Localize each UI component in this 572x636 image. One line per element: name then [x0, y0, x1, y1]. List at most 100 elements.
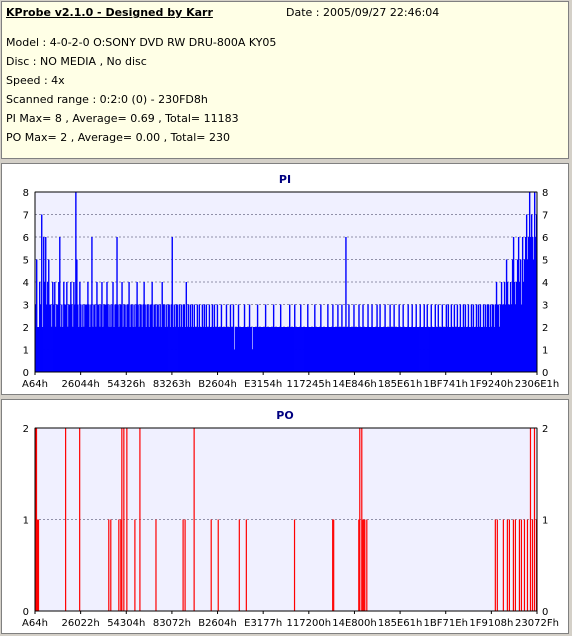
- pi-bar-290: [326, 327, 328, 372]
- po-chart-panel: PO 0 0 1 1 2 2 A64h 26022h 54304h 83072h B2604h E317…: [1, 399, 569, 634]
- pi-bar-401: [437, 304, 440, 372]
- pi-bar-429: [465, 327, 468, 372]
- y-tick-right-8: 8: [542, 188, 548, 199]
- pi-bar-477: [513, 282, 516, 372]
- pi-bar-452: [488, 327, 491, 372]
- pi-bar-285: [321, 327, 323, 372]
- pi-bar-168: [203, 304, 206, 372]
- pi-bar-178: [213, 304, 216, 372]
- pi-bar-337: [373, 327, 375, 372]
- pi-bar-13: [48, 259, 50, 372]
- pi-bar-427: [463, 327, 466, 372]
- pi-bar-54: [89, 327, 91, 372]
- pi-bar-327: [363, 327, 365, 372]
- pi-bar-87: [122, 327, 124, 372]
- pi-bar-22: [57, 304, 59, 372]
- pi-bar-485: [521, 237, 524, 372]
- pi-bar-435: [471, 327, 474, 372]
- pi-bar-202: [237, 304, 240, 372]
- pi-bar-238: [273, 327, 276, 372]
- pi-bar-413: [449, 327, 452, 372]
- pi-bar-228: [263, 327, 266, 372]
- y-tick-right-5: 5: [542, 256, 548, 267]
- pi-bar-278: [314, 304, 316, 372]
- pi-bar-4: [39, 282, 41, 372]
- pi-bar-154: [189, 304, 192, 372]
- pi-bar-72: [107, 304, 109, 372]
- pi-bar-313: [349, 327, 351, 372]
- pi-bar-23: [58, 282, 60, 372]
- pi-bar-453: [489, 304, 492, 372]
- x-tick-label-1: 26022h: [62, 618, 100, 629]
- pi-bar-370: [406, 327, 408, 372]
- pi-bar-55: [90, 304, 92, 372]
- pi-bar-134: [169, 327, 171, 372]
- pi-bar-177: [212, 327, 215, 372]
- pi-bar-83: [118, 327, 120, 372]
- pi-bar-289: [325, 327, 327, 372]
- pi-bar-295: [331, 327, 333, 372]
- pi-bar-474: [510, 304, 513, 372]
- pi-bar-52: [87, 282, 89, 372]
- y-tick-right-2: 2: [542, 323, 548, 334]
- pi-bar-467: [503, 282, 506, 372]
- pi-bar-183: [218, 327, 221, 372]
- x-tick-label-9: 1BF741h: [424, 379, 468, 390]
- pi-bar-15: [50, 304, 52, 372]
- pi-bar-1: [36, 259, 38, 372]
- pi-bar-307: [343, 327, 345, 372]
- pi-bar-300: [336, 327, 338, 372]
- pi-bar-463: [499, 304, 502, 372]
- pi-bar-60: [95, 327, 97, 372]
- pi-bar-462: [498, 327, 501, 372]
- pi-bar-184: [219, 327, 222, 372]
- pi-bar-472: [508, 304, 511, 372]
- pi-bar-425: [461, 327, 464, 372]
- pi-bar-481: [517, 237, 520, 372]
- x-tick-label-7: 14E800h: [332, 618, 376, 629]
- pi-bar-187: [222, 327, 225, 372]
- pi-bar-129: [164, 327, 166, 372]
- pi-bar-148: [183, 304, 185, 372]
- pi-bar-114: [149, 304, 151, 372]
- pi-bar-126: [161, 282, 163, 372]
- pi-bar-182: [217, 327, 220, 372]
- pi-bar-144: [179, 327, 181, 372]
- x-tick-label-4: B2604h: [198, 379, 237, 390]
- x-tick-label-8: 185E61h: [378, 618, 422, 629]
- pi-bar-47: [82, 304, 84, 372]
- pi-bar-468: [504, 304, 507, 372]
- pi-bar-161: [196, 304, 199, 372]
- pi-bar-205: [240, 327, 243, 372]
- pi-bar-416: [452, 327, 455, 372]
- pi-bar-7: [42, 327, 44, 372]
- pi-bar-464: [500, 282, 503, 372]
- pi-bar-110: [145, 327, 147, 372]
- pi-bar-138: [173, 304, 175, 372]
- pi-bar-115: [150, 304, 152, 372]
- pi-bar-430: [466, 327, 469, 372]
- pi-bar-179: [214, 327, 217, 372]
- pi-bar-71: [106, 282, 108, 372]
- pi-bar-82: [117, 304, 119, 372]
- pi-bar-61: [96, 282, 98, 372]
- pi-bar-28: [63, 282, 65, 372]
- y-tick-left-7: 7: [23, 211, 29, 222]
- pi-bar-263: [299, 327, 301, 372]
- pi-bar-325: [361, 327, 363, 372]
- pi-bar-374: [410, 327, 412, 372]
- pi-bar-213: [248, 304, 251, 372]
- pi-bar-483: [519, 259, 522, 372]
- x-tick-label-6: 117200h: [287, 618, 332, 629]
- pi-bar-320: [356, 327, 358, 372]
- pi-bar-160: [195, 327, 198, 372]
- pi-bar-10: [45, 237, 47, 372]
- pi-bar-377: [413, 327, 415, 372]
- pi-bar-414: [450, 304, 453, 372]
- pi-bar-90: [125, 327, 127, 372]
- pi-bar-157: [192, 327, 195, 372]
- pi-bar-5: [40, 304, 42, 372]
- x-tick-label-2: 54326h: [107, 379, 145, 390]
- x-tick-label-9: 1BF71Eh: [424, 618, 468, 629]
- pi-bar-266: [302, 327, 304, 372]
